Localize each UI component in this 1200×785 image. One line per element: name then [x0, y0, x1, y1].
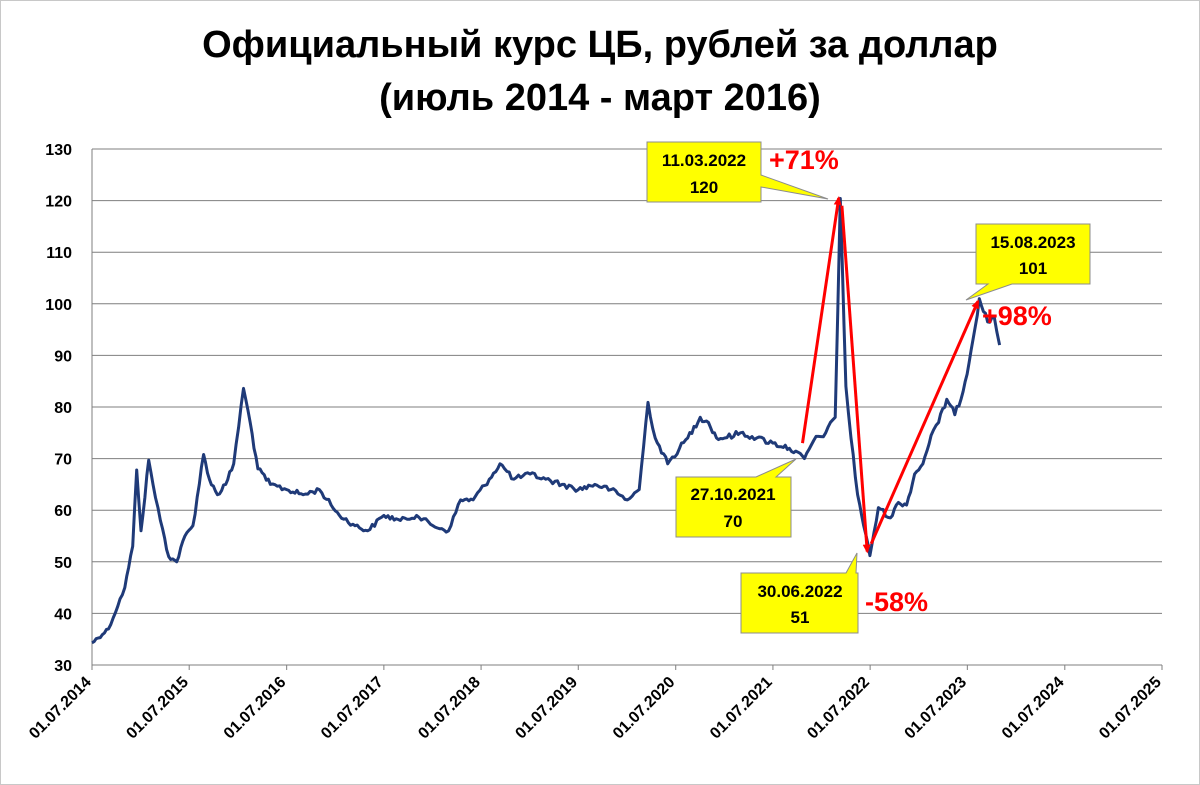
callout-latest-value: 101	[1019, 259, 1047, 278]
x-tick-label: 01.07.2019	[512, 674, 581, 743]
arrow-rise	[801, 196, 842, 444]
change-label-recovery: +98%	[982, 301, 1052, 331]
callout-peak-value: 120	[690, 178, 718, 197]
callout-latest-date: 15.08.2023	[990, 233, 1075, 252]
x-tick-label: 01.07.2025	[1096, 674, 1165, 743]
x-tick-label: 01.07.2022	[804, 674, 873, 743]
y-tick-label: 30	[54, 658, 72, 675]
y-tick-label: 80	[54, 400, 72, 417]
callout-peak-date: 11.03.2022	[662, 151, 746, 170]
y-tick-label: 60	[54, 503, 72, 520]
callout-start-date: 27.10.2021	[690, 485, 775, 504]
change-arrows	[801, 196, 980, 554]
callout-start: 27.10.2021 70	[675, 458, 797, 538]
arrow-fall	[840, 205, 871, 554]
x-tick-label: 01.07.2016	[221, 674, 290, 743]
arrow-recovery	[869, 299, 980, 545]
callout-latest: 15.08.2023 101	[965, 223, 1091, 301]
chart-title: Официальный курс ЦБ, рублей за доллар	[202, 24, 998, 66]
y-tick-label: 110	[46, 245, 72, 262]
callout-trough-date: 30.06.2022	[757, 582, 842, 601]
x-tick-label: 01.07.2023	[902, 674, 971, 743]
x-tick-label: 01.07.2018	[415, 674, 484, 743]
y-tick-label: 100	[45, 297, 72, 314]
x-tick-label: 01.07.2024	[999, 674, 1068, 743]
callout-peak: 11.03.2022 120	[646, 141, 829, 203]
change-label-fall: -58%	[865, 587, 928, 617]
callout-trough: 30.06.2022 51	[740, 552, 859, 634]
x-axis: 01.07.2014 01.07.2015 01.07.2016 01.07.2017…	[26, 665, 1165, 742]
y-tick-label: 50	[54, 555, 72, 572]
series-line	[91, 197, 1002, 645]
y-tick-label: 40	[54, 606, 72, 623]
x-tick-label: 01.07.2017	[318, 674, 387, 743]
x-tick-label: 01.07.2015	[123, 674, 192, 743]
chart-subtitle: (июль 2014 - март 2016)	[379, 77, 821, 119]
x-tick-label: 01.07.2021	[707, 674, 776, 743]
series-layer	[91, 197, 1002, 645]
y-tick-label: 70	[54, 452, 72, 469]
gridlines	[91, 148, 1162, 666]
callout-start-value: 70	[724, 512, 743, 531]
x-tick-label: 01.07.2020	[610, 674, 679, 743]
y-axis: 30 40 50 60 70 80 90 100 110 120 130	[45, 142, 72, 675]
y-tick-label: 130	[45, 142, 72, 159]
y-tick-label: 90	[54, 348, 72, 365]
callout-trough-value: 51	[791, 608, 810, 627]
change-label-rise: +71%	[769, 145, 839, 175]
x-tick-label: 01.07.2014	[26, 674, 95, 743]
y-tick-label: 120	[45, 194, 72, 211]
